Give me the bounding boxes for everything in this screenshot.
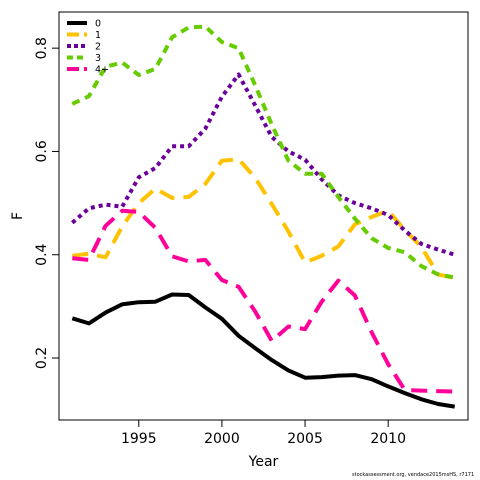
series-line-3 [71,24,456,280]
series-line-1 [72,157,456,280]
legend-label-1: 1 [95,30,101,41]
series-line-4 [72,208,455,394]
legend-label-0: 0 [95,19,101,30]
x-axis-title: Year [248,454,279,470]
footnote: stockassessment.org, vendace2015msHS, r7… [352,472,475,478]
series-line-2 [70,72,456,257]
y-tick-label-0-2: 0.2 [34,347,50,369]
legend-label-3: 3 [95,53,101,64]
y-axis-title: F [10,212,26,220]
series-line-0 [71,292,456,409]
y-tick-label-0-8: 0.8 [34,37,50,59]
legend-label-2: 2 [95,42,101,53]
x-axis: 1995 2000 2005 2010 [121,420,406,447]
x-tick-label-2010: 2010 [370,431,406,447]
series-layer [70,24,456,409]
y-tick-label-0-4: 0.4 [34,243,50,265]
legend-label-4: 4+ [95,65,109,76]
x-tick-label-2005: 2005 [287,431,323,447]
plot-frame [58,11,469,421]
x-tick-label-1995: 1995 [121,431,157,447]
y-axis: 0.2 0.4 0.6 0.8 [34,37,59,369]
x-tick-label-2000: 2000 [204,431,240,447]
y-tick-label-0-6: 0.6 [34,140,50,162]
